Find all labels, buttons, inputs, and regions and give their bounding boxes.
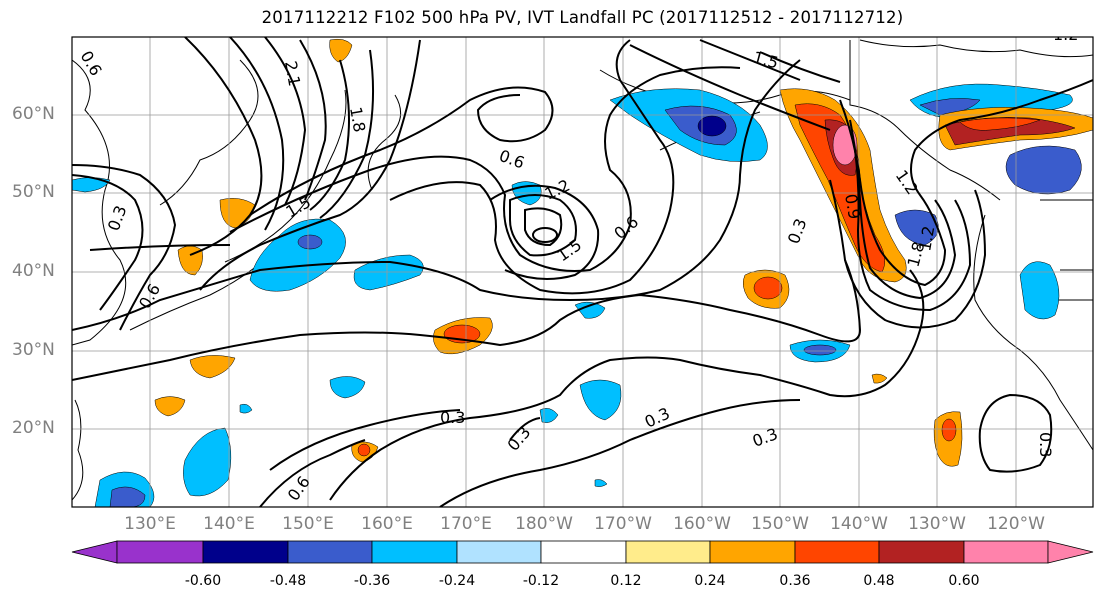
- contour-label: 0.9: [841, 192, 864, 220]
- contour-label: 0.3: [1036, 432, 1055, 457]
- contour-label: 1.2: [542, 176, 573, 204]
- contour-label: 0.3: [750, 424, 780, 451]
- contour-label: 0.6: [497, 146, 527, 173]
- plot-frame: [71, 36, 1094, 508]
- contour-label: 0.3: [440, 408, 465, 427]
- lon-label-150w: 150°W: [751, 514, 809, 534]
- colorbar-tick-label: -0.12: [522, 573, 560, 589]
- negative-shading: [72, 83, 1082, 507]
- contour-label: 0.6: [284, 473, 314, 505]
- contour-label: 0.3: [104, 203, 131, 233]
- colorbar-tick-label: 0.36: [779, 573, 811, 589]
- contour-label: 1.2: [1053, 25, 1078, 44]
- contour-label: 0.3: [504, 423, 535, 455]
- lon-label-130e: 130°E: [124, 514, 176, 534]
- lon-label-170e: 170°E: [440, 514, 492, 534]
- lon-label-180w: 180°W: [515, 514, 573, 534]
- lon-label-160e: 160°E: [361, 514, 413, 534]
- contour-label: 1.2: [915, 224, 938, 252]
- contour-label: 0.6: [135, 280, 164, 312]
- colorbar-swatch: [625, 540, 711, 564]
- contour-label: 0.3: [642, 404, 673, 432]
- lat-label-30n: 30°N: [12, 340, 55, 360]
- contour-label: 0.6: [77, 48, 106, 80]
- colorbar-tick-label: 0.48: [863, 573, 895, 589]
- colorbar: [71, 540, 1094, 564]
- lon-label-160w: 160°W: [673, 514, 731, 534]
- colorbar-swatch: [878, 540, 965, 564]
- colorbar-swatch: [794, 540, 880, 564]
- colorbar-swatch: [963, 540, 1049, 564]
- colorbar-swatch: [116, 540, 204, 564]
- contour-label: 1.5: [553, 235, 585, 265]
- lon-label-140w: 140°W: [830, 514, 888, 534]
- colorbar-swatch: [202, 540, 289, 564]
- contour-label: 1.5: [751, 48, 781, 73]
- colorbar-tick-label: 0.12: [610, 573, 642, 589]
- lat-label-20n: 20°N: [12, 418, 55, 438]
- colorbar-tick-label: -0.24: [438, 573, 476, 589]
- lat-label-40n: 40°N: [12, 261, 55, 281]
- lon-label-150e: 150°E: [282, 514, 334, 534]
- graticule: [72, 37, 1093, 507]
- colorbar-tick-label: -0.48: [269, 573, 307, 589]
- lat-label-60n: 60°N: [12, 104, 55, 124]
- contour-label: 2.1: [281, 59, 304, 87]
- colorbar-tick-label: -0.60: [184, 573, 222, 589]
- colorbar-tick-label: -0.36: [353, 573, 391, 589]
- colorbar-extend-high: [1047, 540, 1094, 564]
- colorbar-swatch: [709, 540, 796, 564]
- lon-label-120w: 120°W: [987, 514, 1045, 534]
- lon-label-130w: 130°W: [908, 514, 966, 534]
- colorbar-tick-label: 0.60: [948, 573, 980, 589]
- colorbar-extend-low: [71, 540, 118, 564]
- contour-label: 0.6: [610, 212, 642, 243]
- lat-label-50n: 50°N: [12, 182, 55, 202]
- colorbar-swatch: [540, 540, 627, 564]
- map-title: 2017112212 F102 500 hPa PV, IVT Landfall…: [261, 8, 904, 27]
- colorbar-swatch: [287, 540, 373, 564]
- contour-label: 0.3: [784, 216, 811, 246]
- colorbar-swatch: [371, 540, 458, 564]
- lon-label-140e: 140°E: [203, 514, 255, 534]
- contour-label: 1.8: [346, 105, 369, 133]
- pv-contours: [72, 37, 1093, 507]
- colorbar-tick-label: 0.24: [694, 573, 726, 589]
- lon-label-170w: 170°W: [594, 514, 652, 534]
- colorbar-swatch: [456, 540, 542, 564]
